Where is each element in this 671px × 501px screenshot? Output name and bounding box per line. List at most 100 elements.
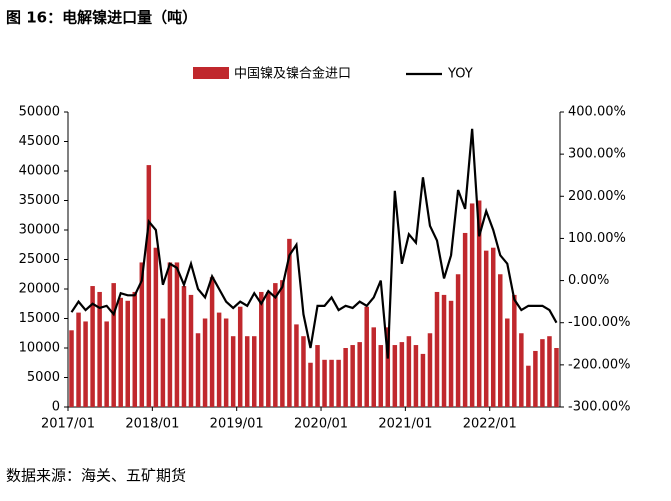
y-tick-label: 15000 (19, 311, 60, 326)
y-tick-label: 0 (52, 400, 60, 415)
bar (406, 336, 412, 407)
legend-label: YOY (447, 67, 473, 82)
bar (329, 359, 334, 407)
bar (462, 232, 468, 407)
y-tick-label: 20000 (19, 282, 60, 297)
y2-tick-label: 0.00% (568, 273, 609, 288)
bar (125, 300, 130, 407)
bar (132, 291, 138, 407)
bar (111, 283, 116, 407)
y2-tick-label: 300.00% (568, 147, 626, 162)
x-tick-label: 2020/01 (294, 417, 348, 432)
bar (498, 274, 503, 407)
bar (188, 294, 194, 407)
bar (483, 250, 489, 407)
bar (104, 321, 109, 407)
bar (174, 262, 180, 407)
bar (526, 365, 531, 407)
y-tick-label: 30000 (19, 223, 60, 238)
chart-title: 图 16：电解镍进口量（吨） (6, 9, 197, 27)
bar (469, 203, 475, 407)
bar (343, 348, 348, 407)
bar (252, 336, 257, 407)
bar (350, 345, 355, 407)
bar (399, 342, 405, 407)
bar (237, 306, 243, 407)
bar (301, 336, 306, 407)
bar (202, 318, 208, 407)
bar (223, 318, 229, 407)
bar (308, 362, 313, 407)
bar (413, 345, 419, 407)
bar (244, 336, 250, 407)
y2-tick-label: 400.00% (568, 105, 626, 120)
bar (434, 291, 440, 407)
bar (322, 359, 327, 407)
bar (392, 345, 398, 407)
bar (287, 238, 292, 407)
source-note: 数据来源：海关、五矿期货 (6, 467, 186, 485)
bar (167, 262, 173, 407)
bar (195, 333, 201, 407)
bar (230, 336, 236, 407)
bar (139, 262, 145, 407)
y2-tick-label: -200.00% (568, 357, 631, 372)
bar (512, 294, 517, 407)
bar (519, 333, 524, 407)
y-tick-label: 40000 (19, 164, 60, 179)
bar (153, 247, 159, 407)
y-tick-label: 50000 (19, 105, 60, 120)
y2-tick-label: 100.00% (568, 231, 626, 246)
bar (505, 318, 510, 407)
bar (280, 280, 285, 407)
y2-tick-label: 200.00% (568, 189, 626, 204)
bar (427, 333, 433, 407)
y-tick-label: 5000 (27, 370, 60, 385)
bar (490, 247, 496, 407)
bar (336, 359, 341, 407)
legend-swatch (193, 67, 229, 79)
y-tick-label: 10000 (19, 341, 60, 356)
x-tick-label: 2018/01 (125, 417, 179, 432)
bar (259, 291, 264, 407)
bar (160, 318, 166, 407)
bar (69, 330, 74, 407)
bar (90, 286, 95, 407)
bar (441, 294, 447, 407)
y2-tick-label: -300.00% (568, 400, 631, 415)
bar (357, 342, 362, 407)
bar (371, 327, 376, 407)
y2-tick-label: -100.00% (568, 315, 631, 330)
x-tick-label: 2019/01 (210, 417, 264, 432)
bar (83, 321, 88, 407)
bar (209, 277, 215, 407)
bar (216, 312, 222, 407)
x-tick-label: 2022/01 (463, 417, 517, 432)
bar (378, 345, 384, 407)
bar (294, 324, 299, 407)
bar (547, 336, 552, 407)
bar (97, 291, 102, 407)
bar (146, 165, 152, 407)
bar (266, 291, 271, 407)
bar (455, 274, 461, 407)
bar (385, 327, 391, 407)
x-tick-label: 2021/01 (378, 417, 432, 432)
bar (476, 200, 482, 407)
legend-label: 中国镍及镍合金进口 (234, 66, 351, 82)
x-tick-label: 2017/01 (41, 417, 95, 432)
y-tick-label: 35000 (19, 193, 60, 208)
y-tick-label: 25000 (19, 252, 60, 267)
bar (181, 286, 187, 407)
bar (448, 300, 454, 407)
y-tick-label: 45000 (19, 134, 60, 149)
yoy-line (70, 128, 558, 359)
bar (420, 353, 426, 407)
bar (76, 312, 81, 407)
bar (315, 345, 320, 407)
bar (533, 350, 538, 407)
bar (118, 297, 123, 407)
bar (554, 348, 559, 407)
bar (364, 306, 369, 407)
